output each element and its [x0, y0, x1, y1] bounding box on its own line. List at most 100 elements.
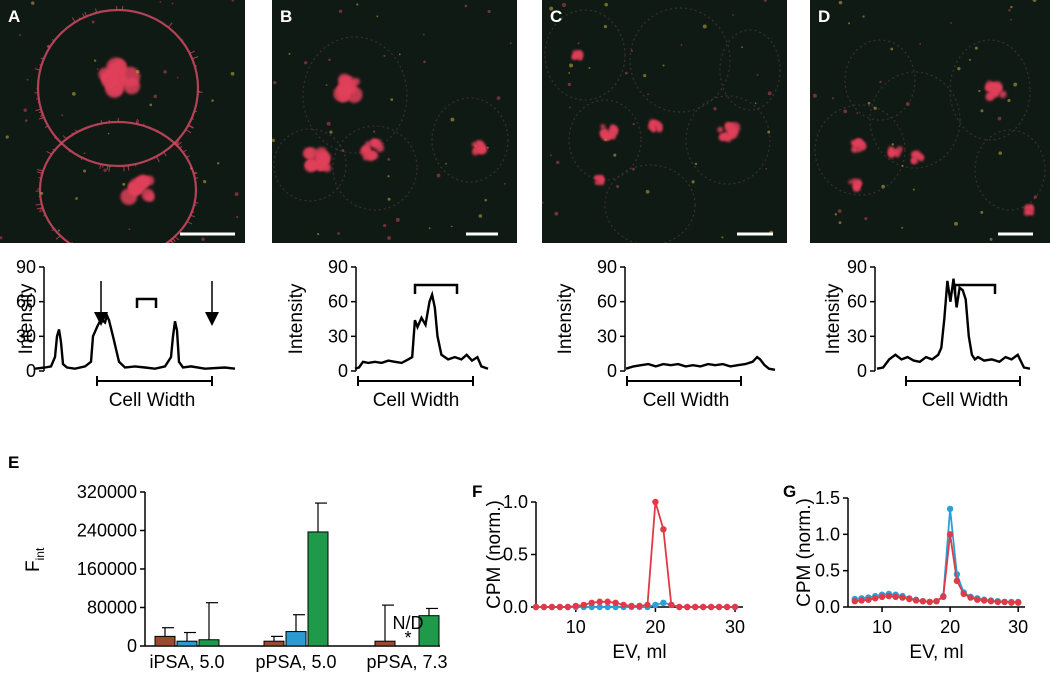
speckle [980, 210, 984, 214]
speckle [680, 44, 683, 46]
speckle [643, 74, 647, 78]
speckle [390, 98, 394, 101]
speckle [997, 116, 1002, 121]
speckle [879, 80, 882, 84]
nuclear-stain [474, 140, 483, 148]
membrane-spike [108, 165, 111, 172]
bar [307, 531, 329, 647]
speckle [0, 236, 3, 240]
speckle [588, 67, 591, 70]
nuclear-stain [888, 145, 895, 152]
speckle [83, 169, 87, 173]
speckle [691, 180, 695, 184]
speckle [317, 233, 320, 236]
panel-label-e: E [8, 453, 19, 472]
nuclear-stain [362, 145, 371, 155]
speckle [325, 84, 328, 87]
y-tick-label: 90 [847, 257, 867, 277]
speckle [496, 96, 501, 100]
speckle [721, 236, 724, 239]
intensity-profile-a: 0 30 60 90 Intensity Cell Width [16, 257, 236, 411]
cell-membrane [38, 120, 198, 243]
membrane-spike [155, 156, 160, 163]
speckle [445, 162, 447, 165]
data-point [604, 598, 611, 605]
micrograph-panel-c [542, 0, 787, 243]
cell-membrane [629, 7, 731, 113]
arrow-head [94, 312, 108, 326]
nuclear-stain [855, 185, 860, 190]
membrane-spike [74, 248, 77, 252]
speckle [843, 109, 848, 114]
speckle [1013, 82, 1018, 87]
y-tick-label: 1.0 [815, 524, 840, 544]
panel-label-a: A [8, 7, 20, 26]
nuclear-stain [600, 124, 606, 130]
nuclear-stain [650, 126, 657, 133]
speckle [1010, 5, 1013, 9]
x-axis-label: Cell Width [373, 390, 460, 411]
speckle [765, 168, 768, 170]
nuclear-stain [123, 77, 141, 95]
data-point [919, 597, 927, 605]
membrane-spike [194, 65, 197, 67]
membrane-spike [172, 238, 176, 242]
speckle [873, 106, 877, 110]
nuclear-stain [577, 50, 583, 56]
speckle [603, 25, 608, 29]
cell-membrane [544, 9, 626, 101]
profile-line [625, 355, 776, 371]
bracket [413, 283, 459, 294]
membrane-spike [187, 124, 194, 129]
speckle [503, 182, 506, 185]
membrane-spike [55, 235, 61, 240]
speckle [713, 107, 717, 111]
data-point [946, 505, 954, 513]
speckle [288, 52, 291, 55]
panel-label-d: D [818, 7, 830, 26]
membrane-spike [73, 246, 74, 248]
speckle [122, 182, 126, 186]
nuclear-stain [594, 175, 600, 181]
speckle [604, 138, 607, 141]
intensity-profile-c: 0 30 60 90 Intensity Cell Width [555, 257, 776, 411]
y-tick-label: 30 [16, 326, 36, 346]
y-tick-label: 30 [328, 326, 348, 346]
membrane-spike [44, 125, 49, 129]
nuclear-stain [992, 91, 999, 98]
speckle [383, 54, 386, 57]
membrane-spike [36, 171, 43, 174]
speckle [556, 160, 560, 165]
data-point [731, 603, 739, 611]
nuclear-stain [111, 59, 127, 75]
cell-membrane [302, 36, 408, 154]
membrane-spike [175, 141, 180, 145]
y-axis-label: Intensity [286, 283, 307, 354]
speckle [40, 191, 44, 195]
speckle [478, 214, 483, 218]
y-axis-label: CPM (norm.) [484, 500, 505, 609]
membrane-spike [39, 114, 44, 117]
y-tick-label: 90 [328, 257, 348, 277]
speckle [464, 4, 468, 8]
speckle [71, 241, 73, 243]
data-point [707, 603, 715, 611]
y-tick-label: 0 [338, 361, 348, 381]
speckle [1007, 98, 1011, 103]
speckle [864, 216, 868, 221]
membrane-spike [105, 257, 106, 260]
bar [374, 640, 396, 647]
speckle [176, 76, 179, 79]
data-point [1008, 599, 1015, 606]
data-point [858, 597, 865, 604]
data-point [596, 598, 603, 605]
y-axis-label: Intensity [16, 283, 37, 354]
y-axis-label: Intensity [555, 283, 576, 354]
speckle [754, 102, 757, 105]
speckle [856, 112, 859, 114]
membrane-spike [194, 202, 199, 204]
data-point [612, 599, 619, 606]
speckle [569, 63, 574, 68]
significance-annotation: * [404, 628, 411, 648]
speckle [954, 221, 958, 226]
